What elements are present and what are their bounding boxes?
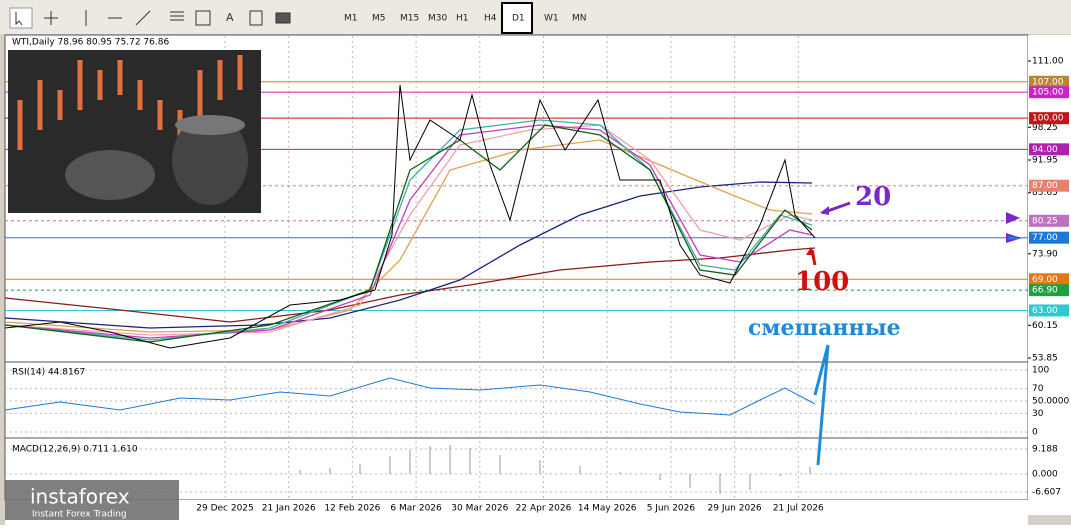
level-label: 107.00 [1032, 77, 1064, 87]
level-label: 105.00 [1032, 88, 1064, 98]
level-tag [1029, 143, 1069, 156]
level-label: 87.00 [1032, 181, 1058, 191]
macd-histogram [299, 445, 811, 494]
level-tag [1029, 179, 1069, 192]
level-tag [1029, 75, 1069, 88]
rsi-tick-label: 50.0000 [1032, 397, 1069, 407]
level-label: 69.00 [1032, 275, 1058, 285]
annotation: 100 [795, 267, 849, 297]
date-label: 29 Jun 2026 [708, 504, 762, 514]
date-label: 21 Jul 2026 [773, 504, 824, 514]
date-label: 6 Mar 2026 [390, 504, 442, 514]
annotation: смешанные [748, 315, 901, 341]
price-drawing [4, 84, 816, 349]
date-label: 29 Dec 2025 [196, 504, 254, 514]
level-label: 77.00 [1032, 233, 1058, 243]
level-label: 100.00 [1032, 114, 1064, 124]
level-tag [1029, 214, 1069, 227]
macd-tick-label: 0.000 [1032, 470, 1058, 480]
timeframe-button[interactable]: M15 [400, 14, 419, 24]
date-label: 21 Jan 2026 [262, 504, 316, 514]
date-label: 14 May 2026 [578, 504, 637, 514]
macd-tick-label: 9.188 [1032, 445, 1058, 455]
toolbar [0, 0, 1071, 34]
rsi-header: RSI(14) 44.8167 [12, 368, 85, 378]
timeframe-button[interactable]: H4 [484, 14, 497, 24]
level-tag [1029, 231, 1069, 244]
level-label: 94.00 [1032, 145, 1058, 155]
logo: instaforex Instant Forex Trading [5, 480, 179, 520]
date-label: 30 Mar 2026 [451, 504, 508, 514]
level-tag [1029, 304, 1069, 317]
timeframe-bar: M1 M5 M15 M30 H1 H4 D1 W1 MN [344, 2, 587, 34]
annotation: 20 [855, 182, 891, 212]
logo-tagline: Instant Forex Trading [32, 510, 127, 520]
level-tag [1029, 273, 1069, 286]
macd-header: MACD(12,26,9) 0.711 1.610 [12, 445, 138, 455]
timeframe-button[interactable]: W1 [544, 14, 559, 24]
price-tick-label: 73.90 [1032, 249, 1058, 259]
logo-name: instaforex [30, 485, 130, 509]
level-tag [1029, 284, 1069, 297]
timeframe-button[interactable]: M1 [344, 14, 358, 24]
tool-icons: A [9, 7, 291, 29]
arrows [806, 201, 1022, 466]
chart-header: WTI,Daily 78.96 80.95 75.72 76.86 [12, 38, 169, 48]
timeframe-button[interactable]: D1 [512, 14, 525, 24]
level-tag [1029, 112, 1069, 125]
thumbnail [8, 50, 261, 213]
active-timeframe [501, 2, 533, 34]
price-tick-label: 91.95 [1032, 156, 1058, 166]
grid [5, 36, 1028, 500]
rsi-tick-label: 100 [1032, 366, 1049, 376]
axis-labels: 111.00 98.25 91.95 85.65 73.90 60.15 53.85 107.… [196, 57, 1069, 514]
rsi-line [4, 377, 816, 416]
price-tick-label: 111.00 [1032, 57, 1064, 67]
timeframe-button[interactable]: H1 [456, 14, 469, 24]
price-tick-label: 60.15 [1032, 321, 1058, 331]
svg-text:A: A [226, 11, 234, 24]
rsi-tick-label: 0 [1032, 428, 1038, 438]
price-tick-label: 53.85 [1032, 354, 1058, 364]
price-tick-label: 85.65 [1032, 188, 1058, 198]
timeframe-button[interactable]: M5 [372, 14, 386, 24]
rsi-tick-label: 70 [1032, 384, 1044, 394]
rsi-tick-label: 30 [1032, 409, 1044, 419]
timeframe-button[interactable]: M30 [428, 14, 447, 24]
timeframe-button[interactable]: MN [572, 14, 587, 24]
level-label: 80.25 [1032, 216, 1058, 226]
level-label: 66.90 [1032, 286, 1058, 296]
date-label: 5 Jun 2026 [647, 504, 696, 514]
level-tag [1029, 86, 1069, 99]
date-label: 22 Apr 2026 [516, 504, 572, 514]
price-tick-label: 98.25 [1032, 123, 1058, 133]
macd-tick-label: -6.607 [1032, 488, 1061, 498]
level-label: 63.00 [1032, 306, 1058, 316]
date-label: 12 Feb 2026 [324, 504, 380, 514]
